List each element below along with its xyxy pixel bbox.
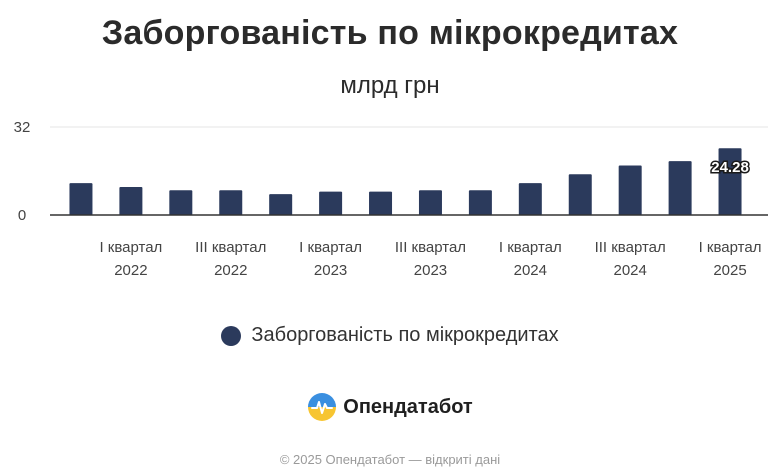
- data-label: 24.28: [711, 159, 749, 176]
- x-tick-label: I квартал 2025: [699, 239, 762, 279]
- x-tick-label: III квартал 2024: [595, 239, 666, 279]
- brand-name: Опендатабот: [343, 395, 473, 418]
- bar: [718, 148, 742, 215]
- chart-subtitle: млрд грн: [340, 72, 440, 99]
- bar: [668, 161, 692, 215]
- opendatabot-logo-icon: [308, 393, 337, 421]
- footer-copyright: © 2025 Опендатабот — відкриті дані: [279, 452, 501, 467]
- x-tick-label: III квартал 2022: [195, 239, 266, 279]
- bar: [518, 183, 542, 215]
- y-tick-label: 0: [18, 207, 26, 224]
- legend-label: Заборгованість по мікрокредитах: [251, 324, 559, 346]
- x-tick-label: I квартал 2023: [299, 239, 362, 279]
- bar: [418, 190, 442, 215]
- bar: [169, 190, 193, 215]
- bar: [468, 190, 492, 215]
- bar-chart: 0 32 I квартал 2022 III квартал 2022 I квартал…: [14, 119, 768, 279]
- bar: [618, 165, 642, 215]
- bar: [369, 191, 393, 215]
- legend-swatch: [221, 325, 242, 346]
- y-tick-label: 32: [14, 119, 31, 136]
- chart-title: Заборгованість по мікрокредитах: [101, 14, 679, 52]
- bar: [269, 194, 293, 215]
- bar: [119, 186, 143, 215]
- x-tick-label: III квартал 2023: [395, 239, 466, 279]
- bar: [219, 190, 243, 215]
- bar: [69, 183, 93, 215]
- brand-logo: Опендатабот: [0, 392, 780, 422]
- bar: [568, 174, 592, 215]
- legend[interactable]: Заборгованість по мікрокредитах: [0, 324, 780, 347]
- x-tick-label: I квартал 2022: [99, 239, 162, 279]
- bar: [319, 191, 343, 215]
- x-tick-label: I квартал 2024: [499, 239, 562, 279]
